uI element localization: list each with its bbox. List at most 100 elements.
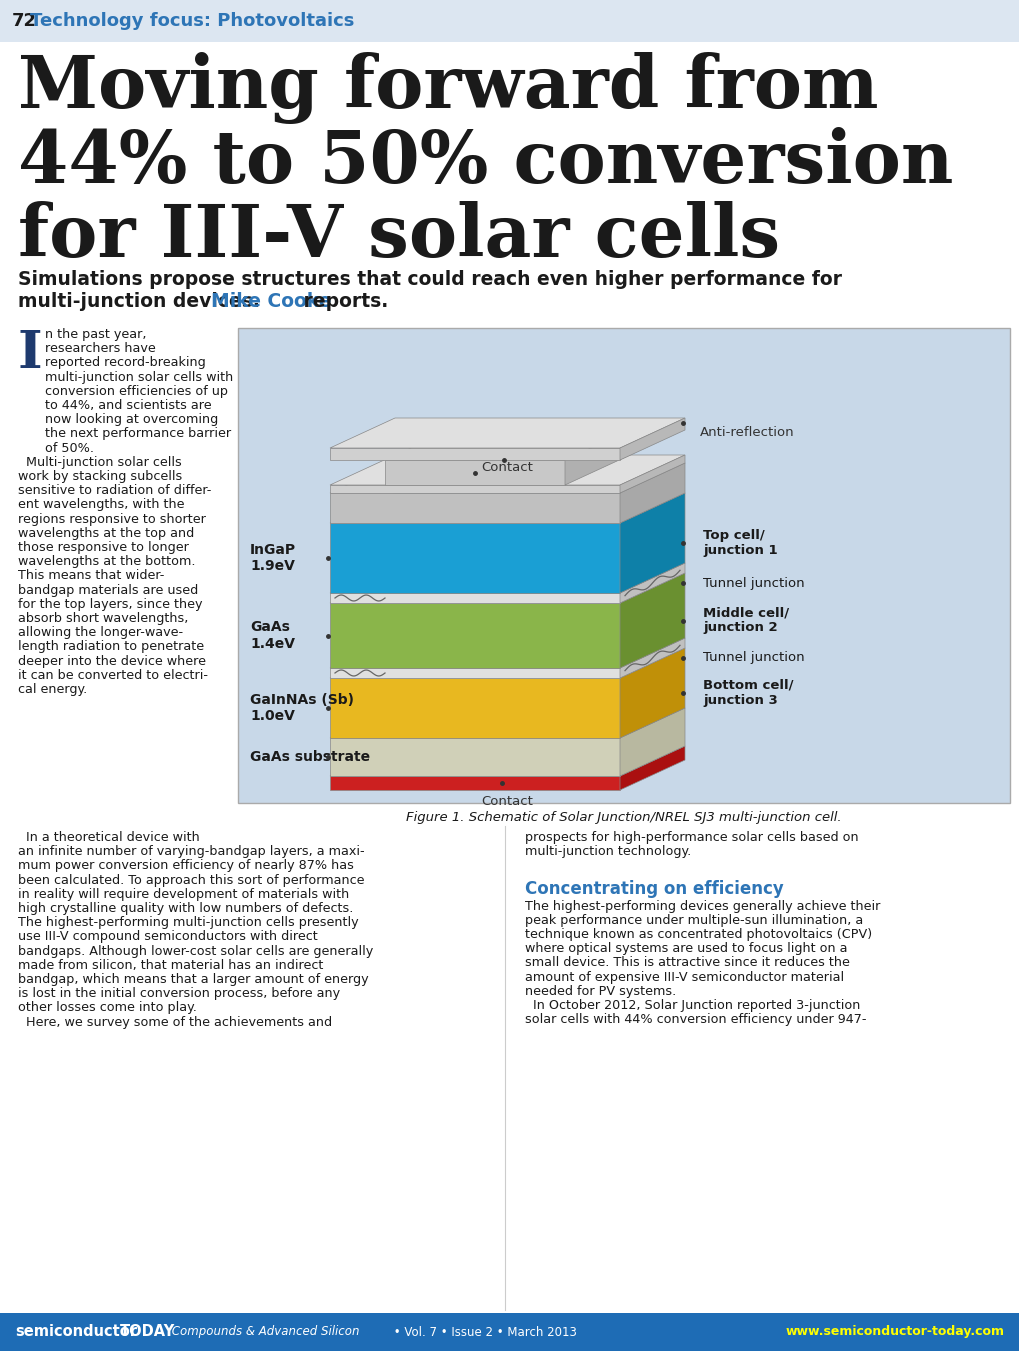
Text: Figure 1. Schematic of Solar Junction/NREL SJ3 multi-junction cell.: Figure 1. Schematic of Solar Junction/NR… (406, 811, 841, 824)
Text: to 44%, and scientists are: to 44%, and scientists are (45, 399, 211, 412)
Text: Contact: Contact (481, 461, 533, 474)
Polygon shape (620, 638, 685, 678)
Text: technique known as concentrated photovoltaics (CPV): technique known as concentrated photovol… (525, 928, 871, 942)
Text: multi-junction technology.: multi-junction technology. (525, 846, 691, 858)
Text: Concentrating on efficiency: Concentrating on efficiency (525, 880, 783, 897)
Text: is lost in the initial conversion process, before any: is lost in the initial conversion proces… (18, 988, 339, 1000)
Polygon shape (330, 573, 685, 603)
Text: been calculated. To approach this sort of performance: been calculated. To approach this sort o… (18, 874, 364, 886)
Polygon shape (330, 638, 685, 667)
Polygon shape (620, 563, 685, 603)
Text: high crystalline quality with low numbers of defects.: high crystalline quality with low number… (18, 902, 353, 915)
Polygon shape (620, 463, 685, 523)
Bar (237, 328, 1009, 802)
Text: needed for PV systems.: needed for PV systems. (525, 985, 676, 998)
Text: work by stacking subcells: work by stacking subcells (18, 470, 182, 484)
Text: conversion efficiencies of up: conversion efficiencies of up (45, 385, 228, 397)
Bar (384, 459, 565, 485)
Polygon shape (330, 463, 685, 493)
Text: sensitive to radiation of differ-: sensitive to radiation of differ- (18, 484, 211, 497)
Text: TODAY: TODAY (120, 1324, 175, 1339)
Text: Multi-junction solar cells: Multi-junction solar cells (18, 455, 181, 469)
Text: the next performance barrier: the next performance barrier (45, 427, 231, 440)
Text: of 50%.: of 50%. (45, 442, 94, 454)
Text: Technology focus: Photovoltaics: Technology focus: Photovoltaics (30, 12, 354, 30)
Bar (330, 523, 620, 593)
Text: In October 2012, Solar Junction reported 3-junction: In October 2012, Solar Junction reported… (525, 998, 860, 1012)
Bar (330, 449, 620, 459)
Text: for the top layers, since they: for the top layers, since they (18, 597, 203, 611)
Polygon shape (620, 455, 685, 493)
Text: made from silicon, that material has an indirect: made from silicon, that material has an … (18, 959, 323, 971)
Text: bandgaps. Although lower-cost solar cells are generally: bandgaps. Although lower-cost solar cell… (18, 944, 373, 958)
Text: GaAs
1.4eV: GaAs 1.4eV (250, 620, 294, 651)
Polygon shape (330, 563, 685, 593)
Bar (237, 328, 1009, 802)
Polygon shape (330, 708, 685, 738)
Text: Anti-reflection: Anti-reflection (699, 427, 794, 439)
Text: absorb short wavelengths,: absorb short wavelengths, (18, 612, 189, 626)
Text: bandgap materials are used: bandgap materials are used (18, 584, 198, 597)
Text: those responsive to longer: those responsive to longer (18, 540, 189, 554)
Polygon shape (330, 417, 685, 449)
Text: I: I (18, 328, 43, 380)
Text: deeper into the device where: deeper into the device where (18, 655, 206, 667)
Polygon shape (620, 573, 685, 667)
Text: other losses come into play.: other losses come into play. (18, 1001, 197, 1015)
Text: now looking at overcoming: now looking at overcoming (45, 413, 218, 426)
Polygon shape (330, 455, 685, 485)
Text: Middle cell/
junction 2: Middle cell/ junction 2 (702, 607, 789, 635)
Text: bandgap, which means that a larger amount of energy: bandgap, which means that a larger amoun… (18, 973, 368, 986)
Text: Compounds & Advanced Silicon: Compounds & Advanced Silicon (168, 1325, 359, 1339)
Text: Contact: Contact (481, 794, 533, 808)
Text: Simulations propose structures that could reach even higher performance for: Simulations propose structures that coul… (18, 270, 841, 289)
Text: ent wavelengths, with the: ent wavelengths, with the (18, 499, 184, 512)
Text: wavelengths at the top and: wavelengths at the top and (18, 527, 194, 540)
Bar (330, 667, 620, 678)
Text: prospects for high-performance solar cells based on: prospects for high-performance solar cel… (525, 831, 858, 844)
Text: Moving forward from
44% to 50% conversion
for III-V solar cells: Moving forward from 44% to 50% conversio… (18, 51, 953, 272)
Text: InGaP
1.9eV: InGaP 1.9eV (250, 543, 296, 573)
Text: mum power conversion efficiency of nearly 87% has: mum power conversion efficiency of nearl… (18, 859, 354, 873)
Text: an infinite number of varying-bandgap layers, a maxi-: an infinite number of varying-bandgap la… (18, 846, 364, 858)
Polygon shape (620, 493, 685, 593)
Text: small device. This is attractive since it reduces the: small device. This is attractive since i… (525, 957, 849, 970)
Text: length radiation to penetrate: length radiation to penetrate (18, 640, 204, 654)
Text: GaAs substrate: GaAs substrate (250, 750, 370, 765)
Text: • Vol. 7 • Issue 2 • March 2013: • Vol. 7 • Issue 2 • March 2013 (389, 1325, 577, 1339)
Bar (0, 1313, 1019, 1351)
Text: semiconductor: semiconductor (15, 1324, 137, 1339)
Polygon shape (330, 648, 685, 678)
Text: peak performance under multiple-sun illumination, a: peak performance under multiple-sun illu… (525, 913, 862, 927)
Text: researchers have: researchers have (45, 342, 156, 355)
Polygon shape (620, 708, 685, 775)
Text: allowing the longer-wave-: allowing the longer-wave- (18, 627, 183, 639)
Text: multi-junction devices.: multi-junction devices. (18, 292, 266, 311)
Text: GaInNAs (Sb)
1.0eV: GaInNAs (Sb) 1.0eV (250, 693, 354, 723)
Bar (0, 0, 1019, 42)
Bar (330, 603, 620, 667)
Text: cal energy.: cal energy. (18, 684, 88, 696)
Text: Tunnel junction: Tunnel junction (702, 651, 804, 665)
Text: reported record-breaking: reported record-breaking (45, 357, 206, 369)
Bar (330, 593, 620, 603)
Text: Tunnel junction: Tunnel junction (702, 577, 804, 589)
Text: in reality will require development of materials with: in reality will require development of m… (18, 888, 348, 901)
Text: use III-V compound semiconductors with direct: use III-V compound semiconductors with d… (18, 931, 318, 943)
Polygon shape (330, 493, 685, 523)
Text: regions responsive to shorter: regions responsive to shorter (18, 512, 206, 526)
Polygon shape (565, 430, 630, 485)
Text: wavelengths at the bottom.: wavelengths at the bottom. (18, 555, 196, 569)
Bar (330, 738, 620, 775)
Polygon shape (620, 746, 685, 790)
Bar (330, 493, 620, 523)
Text: it can be converted to electri-: it can be converted to electri- (18, 669, 208, 682)
Text: In a theoretical device with: In a theoretical device with (18, 831, 200, 844)
Text: This means that wider-: This means that wider- (18, 569, 164, 582)
Bar (330, 775, 620, 790)
Text: amount of expensive III-V semiconductor material: amount of expensive III-V semiconductor … (525, 970, 844, 984)
Text: The highest-performing devices generally achieve their: The highest-performing devices generally… (525, 900, 879, 912)
Text: The highest-performing multi-junction cells presently: The highest-performing multi-junction ce… (18, 916, 359, 929)
Text: Bottom cell/
junction 3: Bottom cell/ junction 3 (702, 680, 793, 707)
Text: solar cells with 44% conversion efficiency under 947-: solar cells with 44% conversion efficien… (525, 1013, 866, 1027)
